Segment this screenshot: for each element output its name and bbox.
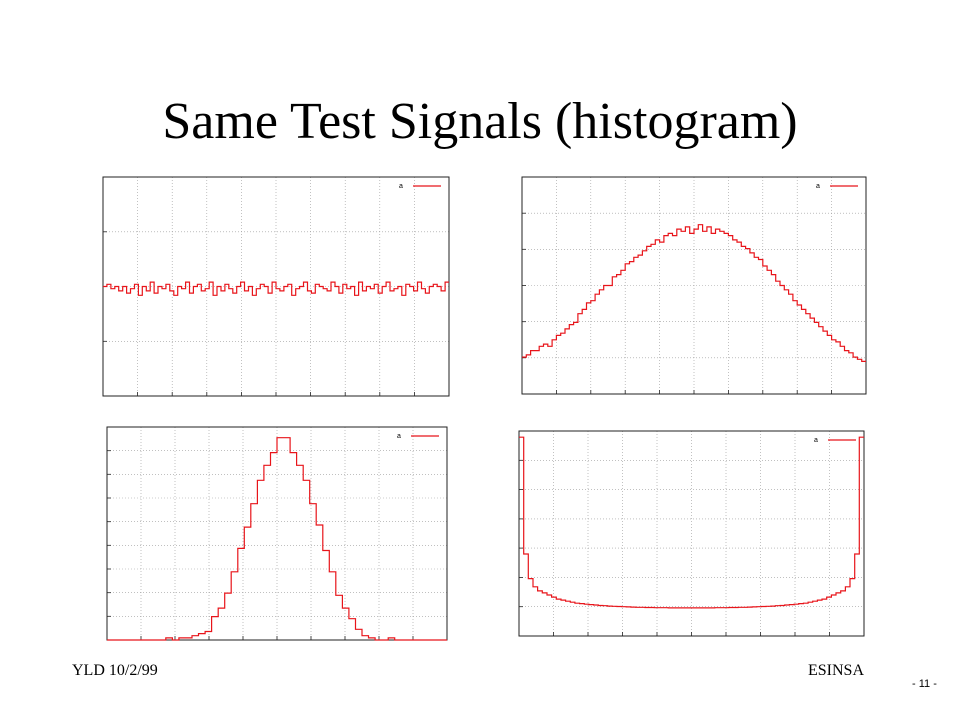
- plot-frame: [106, 426, 448, 641]
- legend-label: a: [397, 433, 401, 440]
- footer-date: YLD 10/2/99: [72, 662, 158, 679]
- series-line: [103, 281, 449, 296]
- plot-frame: [518, 430, 865, 637]
- series-line: [522, 224, 866, 362]
- series-line: [107, 437, 447, 641]
- histogram-uniform: a: [102, 176, 450, 397]
- histogram-arcsine: a: [518, 430, 865, 637]
- plot-frame: [521, 176, 867, 395]
- legend-label: a: [814, 437, 818, 444]
- series-line: [519, 436, 864, 609]
- histogram-bell-curve: a: [521, 176, 867, 395]
- page-number: - 11 -: [912, 678, 937, 690]
- legend-label: a: [399, 183, 403, 190]
- legend-label: a: [816, 183, 820, 190]
- slide-title: Same Test Signals (histogram): [162, 93, 798, 150]
- footer-organization: ESINSA: [808, 662, 865, 679]
- histogram-narrow-gaussian: a: [106, 426, 448, 641]
